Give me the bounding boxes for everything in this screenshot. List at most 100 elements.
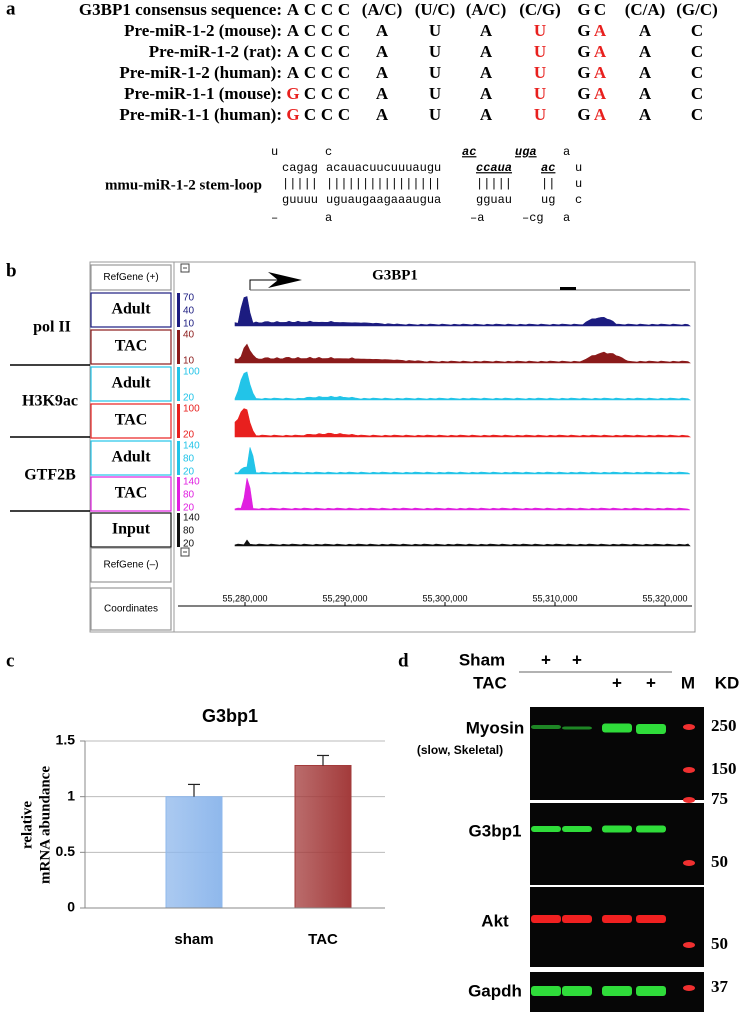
y-tick-label: 1 <box>67 787 75 803</box>
blot-band <box>602 986 632 996</box>
consensus-letter: (C/G) <box>519 0 561 19</box>
scale-label: 100 <box>183 404 200 415</box>
scale-bar <box>177 367 180 401</box>
signal-track <box>234 539 691 547</box>
sequence-letter: U <box>429 105 441 124</box>
row-label: Pre-miR-1-1 (human): <box>119 105 282 124</box>
scale-label: 20 <box>183 430 195 441</box>
track-label-box <box>90 264 172 291</box>
scale-label: 70 <box>183 293 195 304</box>
scale-label: 20 <box>183 393 195 404</box>
stem-loop-text: ug <box>541 193 555 207</box>
signal-track <box>234 343 691 364</box>
scale-bar <box>177 330 180 364</box>
stem-loop-text: uguaugaagaaaugua <box>326 193 441 207</box>
sequence-letter: A <box>594 105 607 124</box>
scale-label: 140 <box>183 441 200 452</box>
size-label: 150 <box>711 759 737 778</box>
row-label: Pre-miR-1-2 (mouse): <box>124 21 282 40</box>
sequence-letter: U <box>429 42 441 61</box>
sequence-letter: A <box>480 21 493 40</box>
scale-bar <box>177 293 180 327</box>
sequence-letter: U <box>534 63 546 82</box>
gene-label: G3BP1 <box>372 267 418 283</box>
blot-sublabel: (slow, Skeletal) <box>417 743 503 757</box>
scale-label: 140 <box>183 477 200 488</box>
sequence-letter: G <box>577 63 590 82</box>
sequence-letter: A <box>287 63 300 82</box>
stem-loop-text: u <box>575 161 582 175</box>
signal-track <box>234 296 691 327</box>
blot-panel <box>530 887 704 967</box>
group-label: GTF2B <box>24 467 76 484</box>
sequence-letter: C <box>304 42 316 61</box>
sequence-letter: A <box>376 84 389 103</box>
track-label-box <box>90 292 172 328</box>
sequence-letter: C <box>321 84 333 103</box>
consensus-letter: C <box>304 0 316 19</box>
consensus-label: G3BP1 consensus sequence: <box>79 0 282 19</box>
stem-loop-text: a <box>563 145 570 159</box>
blot-panel <box>530 803 704 885</box>
panel-label: c <box>6 650 14 671</box>
blot-band <box>636 986 666 996</box>
stem-loop-text: || <box>541 177 555 191</box>
signal-track <box>234 408 692 438</box>
scale-label: 10 <box>183 356 195 367</box>
sequence-letter: G <box>577 105 590 124</box>
stem-loop-text: guuuu <box>282 193 318 207</box>
track-label-box <box>90 440 172 476</box>
scale-bar <box>177 404 180 438</box>
track-label-box <box>90 403 172 439</box>
sequence-letter: C <box>304 105 316 124</box>
track-label-box <box>90 366 172 402</box>
stem-loop-text: ||||| <box>282 177 318 191</box>
blot-label: Myosin <box>466 718 525 737</box>
stem-loop-text: a <box>325 211 332 225</box>
row-label: Pre-miR-1-1 (mouse): <box>124 84 282 103</box>
coordinate-label: 55,310,000 <box>532 593 577 603</box>
sequence-letter: G <box>286 84 299 103</box>
group-label: H3K9ac <box>22 393 78 410</box>
sequence-letter: A <box>639 42 652 61</box>
row-label: Pre-miR-1-2 (human): <box>119 63 282 82</box>
size-label: 50 <box>711 934 728 953</box>
stem-loop-text: ac <box>541 161 555 175</box>
track-label-box <box>90 512 172 548</box>
sequence-letter: C <box>691 84 703 103</box>
blot-band <box>562 986 592 996</box>
plus: + <box>646 673 656 692</box>
blot-band <box>602 915 632 923</box>
y-axis-label: mRNA abundance <box>37 766 53 884</box>
sequence-letter: A <box>639 84 652 103</box>
blot-band <box>602 723 632 733</box>
plus: + <box>541 650 551 669</box>
scale-label: 20 <box>183 503 195 514</box>
sequence-letter: C <box>691 105 703 124</box>
sequence-letter: C <box>321 63 333 82</box>
group-label: pol II <box>33 319 71 336</box>
chart-title: G3bp1 <box>202 706 258 726</box>
scale-label: 40 <box>183 330 195 341</box>
marker-label: M <box>681 673 695 692</box>
sequence-letter: C <box>304 84 316 103</box>
sequence-letter: U <box>534 21 546 40</box>
coordinate-label: 55,280,000 <box>222 593 267 603</box>
row-label: Pre-miR-1-2 (rat): <box>149 42 282 61</box>
panel-label: d <box>398 650 409 671</box>
sequence-letter: A <box>480 105 493 124</box>
scale-label: 10 <box>183 319 195 330</box>
blot-label: G3bp1 <box>469 821 522 840</box>
y-axis-label: relative <box>19 801 35 849</box>
stem-loop-text: ||||| <box>476 177 512 191</box>
scale-label: 40 <box>183 306 195 317</box>
sequence-letter: A <box>480 63 493 82</box>
consensus-letter: C <box>338 0 350 19</box>
track-label: Adult <box>111 449 151 466</box>
sequence-letter: C <box>321 21 333 40</box>
signal-track <box>234 371 692 401</box>
stem-loop-text: ccaua <box>476 161 512 175</box>
consensus-letter: (C/A) <box>625 0 666 19</box>
sequence-letter: A <box>480 84 493 103</box>
gene-exon <box>560 287 576 290</box>
